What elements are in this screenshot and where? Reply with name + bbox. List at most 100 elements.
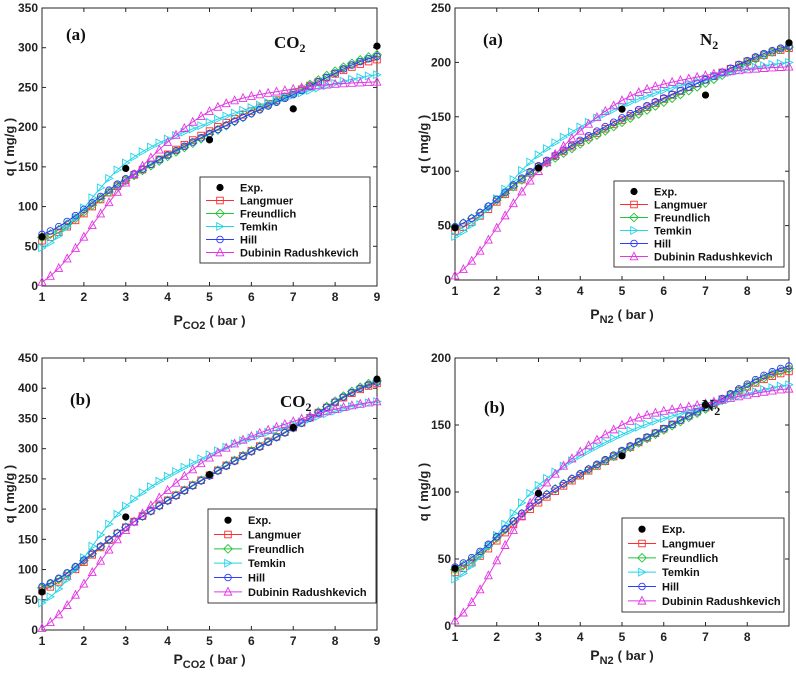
x-axis-label-sub: CO2 [183, 659, 206, 671]
series-marker [759, 62, 769, 72]
series-marker [281, 94, 289, 103]
legend-label: Dubinin Radushkevich [248, 587, 367, 599]
series-marker [313, 408, 323, 418]
series-marker [171, 129, 181, 139]
series-marker [214, 114, 223, 124]
x-tick-label: 2 [81, 290, 88, 304]
legend-label: Langmuer [662, 539, 716, 551]
series-marker [373, 52, 381, 61]
series-marker [459, 568, 469, 578]
series-marker [222, 121, 230, 130]
series-marker [289, 90, 298, 99]
series-marker [667, 93, 678, 104]
series-marker [667, 404, 677, 414]
series-marker [768, 59, 778, 69]
series-marker [222, 111, 232, 121]
series-marker [650, 81, 660, 91]
series-marker [188, 464, 198, 474]
panel-label: (a) [483, 30, 503, 49]
series-marker [768, 46, 777, 55]
series-marker [467, 553, 476, 562]
series-marker [137, 508, 148, 518]
legend-marker [224, 530, 232, 539]
series-marker [735, 391, 744, 401]
legend-label: Hill [662, 582, 679, 594]
series-marker [63, 222, 72, 232]
series-marker [147, 507, 155, 515]
series-marker [205, 117, 215, 127]
series-marker [221, 98, 231, 108]
series-marker [500, 539, 510, 549]
series-marker [121, 501, 131, 511]
series-marker [121, 177, 131, 187]
series-marker [526, 488, 535, 498]
x-tick-label: 6 [660, 284, 667, 298]
series-marker [592, 111, 602, 122]
series-marker [618, 429, 627, 439]
series-marker [584, 118, 594, 128]
series-marker [356, 384, 365, 393]
legend-label: Temkin [654, 226, 692, 238]
series-marker [501, 188, 509, 196]
series-marker [625, 90, 635, 100]
series-marker [618, 114, 626, 122]
series-marker [626, 97, 636, 107]
legend-marker [637, 552, 647, 563]
series-marker [634, 422, 644, 432]
exp-point [701, 401, 710, 409]
series-marker [45, 270, 55, 280]
series-marker [79, 231, 89, 241]
series-marker [593, 113, 602, 123]
series-marker [88, 199, 96, 207]
series-marker [163, 484, 173, 494]
series-marker [55, 231, 64, 241]
legend: Exp. Langmuer Freundlich Temkin Hill Dubinin … [621, 517, 785, 613]
series-marker [313, 75, 324, 86]
series-marker [642, 409, 652, 419]
series-marker [467, 596, 477, 606]
series-marker [717, 67, 727, 77]
series-marker [172, 130, 181, 141]
series-marker [55, 222, 63, 231]
series-marker [188, 138, 197, 146]
series-marker [751, 375, 760, 384]
series-marker [256, 106, 264, 114]
series-marker [501, 184, 510, 194]
series-marker [96, 183, 106, 193]
series-marker [660, 424, 668, 433]
legend-label: Langmuer [248, 530, 302, 542]
series-marker [155, 138, 165, 148]
series-marker [559, 479, 568, 488]
series-marker [475, 584, 485, 594]
series-marker [692, 399, 702, 409]
series-marker [180, 127, 190, 137]
y-tick-label: 200 [18, 120, 38, 134]
series-marker [55, 584, 64, 594]
x-tick-label: 7 [702, 284, 709, 298]
series-marker [776, 44, 785, 52]
y-tick-label: 350 [18, 411, 38, 425]
series-marker [230, 438, 240, 448]
gas-label-base: CO [274, 33, 300, 52]
series-marker [526, 157, 535, 167]
x-tick-label: 1 [39, 634, 46, 648]
series-marker [476, 212, 485, 222]
legend-exp-marker [224, 516, 232, 524]
x-tick-label: 5 [206, 290, 213, 304]
series-marker [685, 78, 694, 88]
series-marker [272, 433, 281, 442]
panel-label: (b) [484, 398, 505, 417]
series-dubinin-radushkevich [450, 383, 794, 625]
x-tick-label: 2 [81, 634, 88, 648]
series-marker [239, 105, 248, 115]
series-marker [484, 540, 493, 548]
series-marker [508, 198, 518, 208]
exp-point [38, 233, 46, 241]
series-marker [785, 380, 794, 390]
series-marker [567, 453, 577, 463]
series-marker [197, 133, 205, 142]
series-marker [238, 92, 248, 102]
series-marker [550, 468, 560, 478]
gas-label: N2 [700, 30, 718, 52]
